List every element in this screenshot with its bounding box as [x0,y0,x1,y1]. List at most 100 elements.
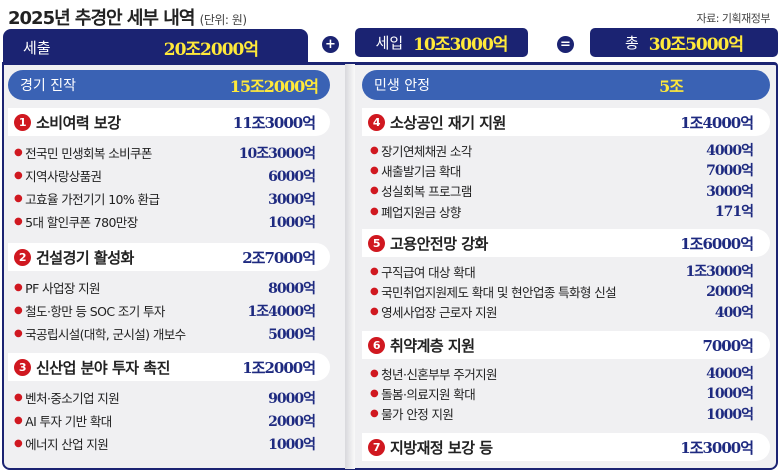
item-label: 새출발기금 확대 [381,163,461,179]
number-badge-icon: 7 [368,438,385,456]
bullet-icon: ● [370,144,379,156]
group-header: 2 건설경기 활성화 2조7000억 [8,243,330,271]
plus-icon: + [322,36,339,53]
revenue-box: 세입 10조3000억 [355,28,528,57]
category-label: 민생 안정 [374,78,430,94]
bullet-icon: ● [370,265,379,277]
number-badge-icon: 5 [368,234,385,252]
item-label: 벤처·중소기업 지원 [25,391,120,406]
item-value: 4000억 [706,143,754,160]
item-label: 지역사랑상품권 [25,169,102,184]
group-title: 신산업 분야 투자 촉진 [36,358,170,377]
bullet-icon: ● [370,285,379,297]
item-label: 영세사업장 근로자 지원 [381,305,497,321]
number-badge-icon: 4 [368,113,385,131]
bullet-icon: ● [14,216,23,227]
page-title: 2025년 추경안 세부 내역 (단위: 원) [8,4,247,30]
group-title: 소상공인 재기 지원 [390,113,506,132]
bullet-icon: ● [14,193,23,204]
number-badge-icon: 2 [14,248,31,266]
item-value: 7000억 [706,163,754,180]
group-header: 5 고용안전망 강화 1조6000억 [362,229,770,257]
item-label: 돌봄·의료지원 확대 [381,386,476,402]
total-box: 총 30조5000억 [590,28,778,57]
bullet-icon: ● [14,392,23,403]
list-item: ● 고효율 가전기기 10% 환급 3000억 [14,187,316,210]
item-value: 3000억 [268,191,316,208]
item-value: 8000억 [268,280,316,297]
list-item: ● 5대 할인쿠폰 780만장 1000억 [14,210,316,233]
equals-icon: = [557,36,574,53]
list-item: ● 전국민 민생회복 소비쿠폰 10조3000억 [14,141,316,164]
bullet-icon: ● [370,387,379,399]
item-label: 국민취업지원제도 확대 및 현안업종 특화형 신설 [381,284,617,300]
bullet-icon: ● [14,328,23,339]
source-label: 자료: 기획재정부 [696,12,770,25]
list-item: ● 돌봄·의료지원 확대 1000억 [370,383,754,403]
item-label: 청년·신혼부부 주거지원 [381,366,497,382]
revenue-label: 세입 [375,34,404,52]
bullet-icon: ● [14,282,23,293]
list-item: ● 성실회복 프로그램 3000억 [370,181,754,201]
bullet-icon: ● [370,367,379,379]
list-item: ● 폐업지원금 상향 171억 [370,201,754,221]
group-value: 11조3000억 [232,113,316,132]
group-title: 소비여력 보강 [36,113,121,132]
title-text: 2025년 추경안 세부 내역 [8,8,195,29]
item-label: 구직급여 대상 확대 [381,264,476,280]
list-item: ● 청년·신혼부부 주거지원 4000억 [370,363,754,383]
group-value: 1조6000억 [680,234,754,253]
item-label: 고효율 가전기기 10% 환급 [25,192,160,207]
item-value: 6000억 [268,168,316,185]
bullet-icon: ● [370,408,379,420]
bullet-icon: ● [14,415,23,426]
item-label: 에너지 산업 지원 [25,437,109,452]
bullet-icon: ● [14,170,23,181]
bullet-icon: ● [14,147,23,158]
item-label: 폐업지원금 상향 [381,204,461,220]
item-value: 1000억 [268,214,316,231]
group-header: 7 지방재정 보강 등 1조3000억 [362,433,770,461]
item-label: 철도·항만 등 SOC 조기 투자 [25,304,165,319]
group-title: 고용안전망 강화 [390,234,488,253]
category-label: 경기 진작 [20,78,76,94]
list-item: ● 에너지 산업 지원 1000억 [14,432,316,455]
item-value: 1조4000억 [247,303,316,320]
list-item: ● 국공립시설(대학, 군시설) 개보수 5000억 [14,322,316,345]
item-value: 1000억 [268,436,316,453]
group-value: 1조4000억 [680,113,754,132]
list-item: ● 물가 안정 지원 1000억 [370,404,754,424]
group-title: 취약계층 지원 [390,336,475,355]
number-badge-icon: 6 [368,336,385,354]
expenditure-label: 세출 [23,38,51,57]
group-title: 지방재정 보강 등 [390,438,493,457]
item-label: PF 사업장 지원 [25,281,100,296]
group-header: 4 소상공인 재기 지원 1조4000억 [362,108,770,136]
bullet-icon: ● [370,164,379,176]
list-item: ● PF 사업장 지원 8000억 [14,276,316,299]
bullet-icon: ● [14,305,23,316]
list-item: ● 국민취업지원제도 확대 및 현안업종 특화형 신설 2000억 [370,281,754,301]
item-label: 전국민 민생회복 소비쿠폰 [25,146,152,161]
left-category-header: 경기 진작 15조2000억 [8,70,330,100]
list-item: ● 철도·항만 등 SOC 조기 투자 1조4000억 [14,299,316,322]
group-header: 1 소비여력 보강 11조3000억 [8,108,330,136]
list-item: ● 구직급여 대상 확대 1조3000억 [370,261,754,281]
list-item: ● 영세사업장 근로자 지원 400억 [370,302,754,322]
category-value: 5조 [659,77,684,96]
item-label: 장기연체채권 소각 [381,143,472,159]
column-divider [345,64,355,469]
group-header: 3 신산업 분야 투자 촉진 1조2000억 [8,353,330,381]
list-item: ● 새출발기금 확대 7000억 [370,160,754,180]
item-value: 4000억 [706,366,754,383]
expenditure-value: 20조2000억 [163,39,259,60]
item-label: 물가 안정 지원 [381,407,454,423]
list-item: ● 벤처·중소기업 지원 9000억 [14,386,316,409]
group-title: 건설경기 활성화 [36,248,134,267]
item-value: 400억 [714,304,754,321]
group-value: 7000억 [702,336,754,355]
group-value: 2조7000억 [242,248,316,267]
group-value: 1조2000억 [242,358,316,377]
item-value: 10조3000억 [238,145,316,162]
item-value: 2000억 [268,413,316,430]
